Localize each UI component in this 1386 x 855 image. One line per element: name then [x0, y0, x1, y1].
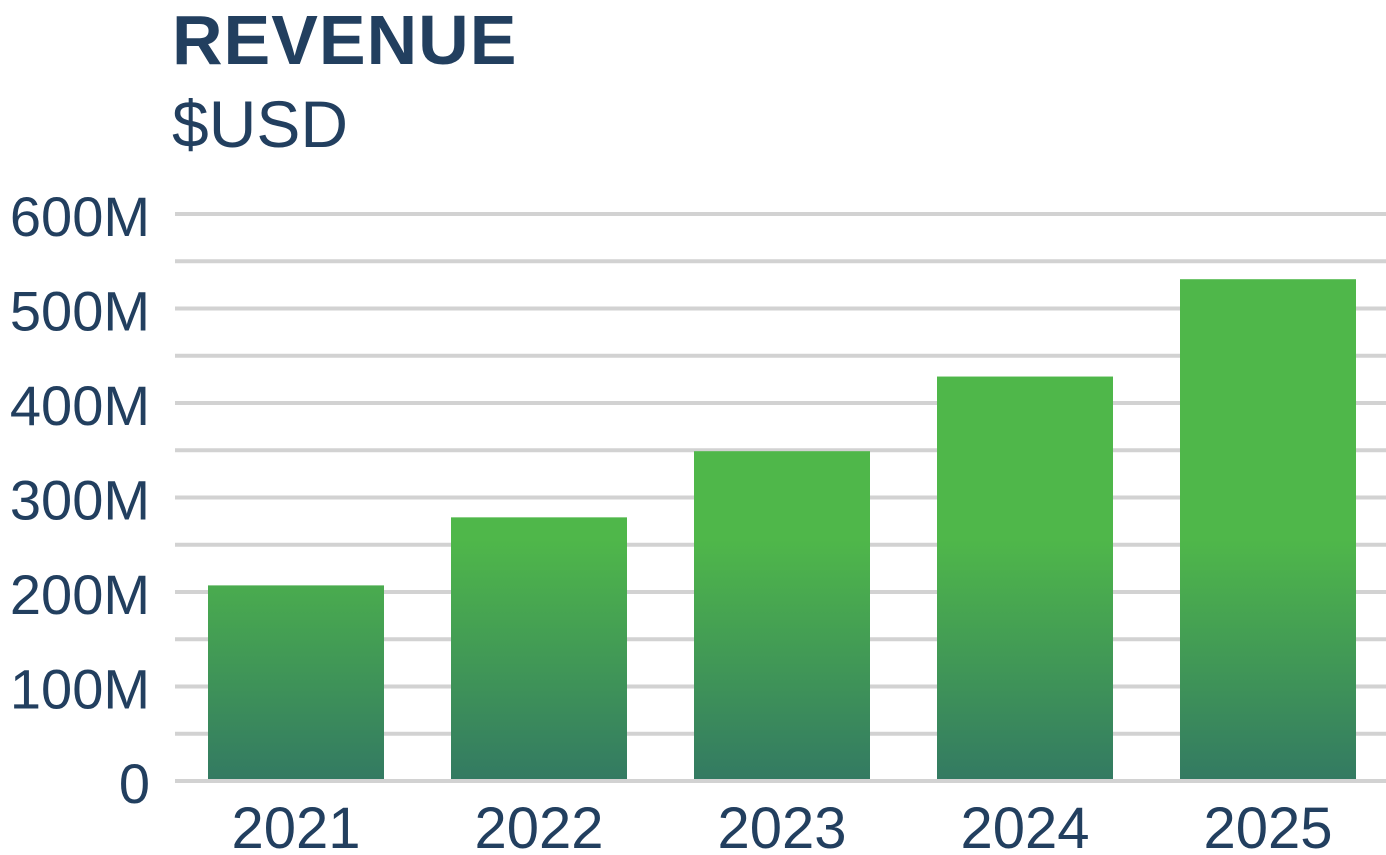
bars: [208, 279, 1356, 779]
y-tick-label: 0: [119, 752, 150, 815]
y-tick-label: 200M: [10, 563, 150, 626]
bar-2024: [937, 376, 1113, 779]
y-axis-tick-labels: 0 100M 200M 300M 400M 500M 600M: [10, 185, 150, 815]
chart-title: REVENUE: [172, 1, 518, 79]
bar-2022: [451, 517, 627, 779]
x-tick-label-2025: 2025: [1203, 796, 1332, 855]
x-tick-label-2024: 2024: [960, 796, 1089, 855]
y-tick-label: 500M: [10, 280, 150, 343]
x-tick-label-2021: 2021: [231, 796, 360, 855]
x-tick-label-2023: 2023: [717, 796, 846, 855]
x-axis-tick-labels: 2021 2022 2023 2024 2025: [231, 796, 1332, 855]
y-tick-label: 600M: [10, 185, 150, 248]
bar-2025: [1180, 279, 1356, 779]
bar-2023: [694, 451, 870, 779]
y-tick-label: 300M: [10, 469, 150, 532]
chart-subtitle: $USD: [172, 87, 349, 161]
y-tick-label: 400M: [10, 374, 150, 437]
bar-2021: [208, 585, 384, 779]
y-tick-label: 100M: [10, 658, 150, 721]
x-tick-label-2022: 2022: [474, 796, 603, 855]
